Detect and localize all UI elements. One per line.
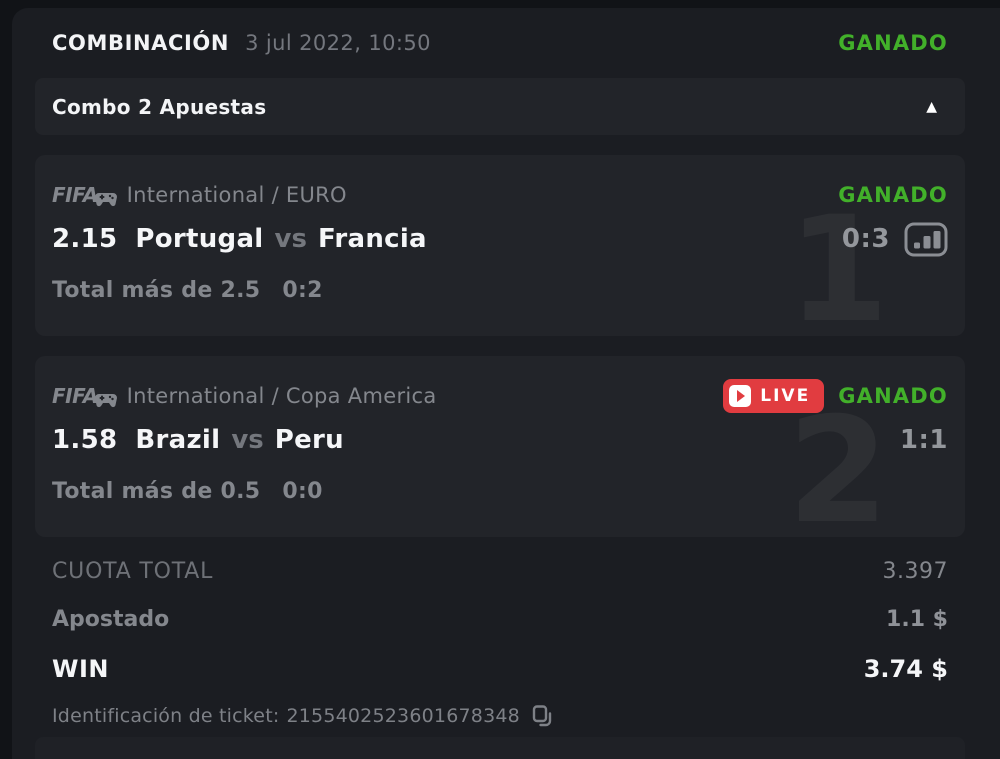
fifa-logo: FIFA [52,183,117,207]
combo-collapse-bar[interactable]: Combo 2 Apuestas ▲ [35,78,965,135]
stake-label: Apostado [52,606,170,632]
fifa-logo-text: FIFA [52,384,98,408]
live-badge: LIVE [723,379,825,413]
stake-value: 1.1 $ [886,606,948,632]
ticket-id-value: 2155402523601678348 [286,705,520,727]
gamepad-icon [94,193,117,207]
bet-status-badge: GANADO [838,384,948,408]
market-score: 0:0 [282,478,323,504]
vs-label: vs [274,224,307,254]
bet-type-title: COMBINACIÓN [52,31,230,55]
match-score: 1:1 [899,425,948,455]
bet-odds: 1.58 [52,425,118,455]
next-ticket-bar[interactable] [35,737,965,759]
bet-index-watermark: 1 [787,185,889,336]
gamepad-icon [94,394,117,408]
fifa-logo-text: FIFA [52,183,98,207]
market-label: Total más de 0.5 [52,478,261,504]
live-play-icon [729,385,752,407]
market-score: 0:2 [282,277,323,303]
bet-card-2: 2 FIFA International / Copa America LIVE… [35,356,965,537]
stats-icon[interactable] [904,221,948,258]
market-label: Total más de 2.5 [52,277,261,303]
total-odds-label: CUOTA TOTAL [52,558,214,584]
total-odds-value: 3.397 [882,558,948,584]
bet-slip-panel: COMBINACIÓN 3 jul 2022, 10:50 GANADO Com… [12,8,1000,759]
live-label: LIVE [760,386,811,406]
home-team: Portugal [135,224,264,254]
league-label: International / Copa America [126,384,437,408]
away-team: Peru [274,425,344,455]
ticket-summary: CUOTA TOTAL 3.397 Apostado 1.1 $ WIN 3.7… [12,556,1000,730]
bet-card-1: 1 FIFA International / EURO GANADO 2.15 … [35,155,965,336]
fifa-logo: FIFA [52,384,117,408]
bet-index-watermark: 2 [787,386,889,537]
vs-label: vs [231,425,264,455]
match-score: 0:3 [841,224,890,254]
win-value: 3.74 $ [863,655,948,683]
home-team: Brazil [135,425,221,455]
bet-date: 3 jul 2022, 10:50 [245,31,431,55]
win-label: WIN [52,655,109,683]
ticket-id-label: Identificación de ticket: [52,705,280,727]
ticket-status-badge: GANADO [838,31,948,55]
league-label: International / EURO [126,183,347,207]
bet-status-badge: GANADO [838,183,948,207]
collapse-arrow-icon[interactable]: ▲ [926,98,937,115]
combo-label: Combo 2 Apuestas [52,94,267,119]
bet-odds: 2.15 [52,224,118,254]
copy-icon[interactable] [532,704,553,728]
ticket-header: COMBINACIÓN 3 jul 2022, 10:50 GANADO [12,8,1000,78]
away-team: Francia [317,224,427,254]
